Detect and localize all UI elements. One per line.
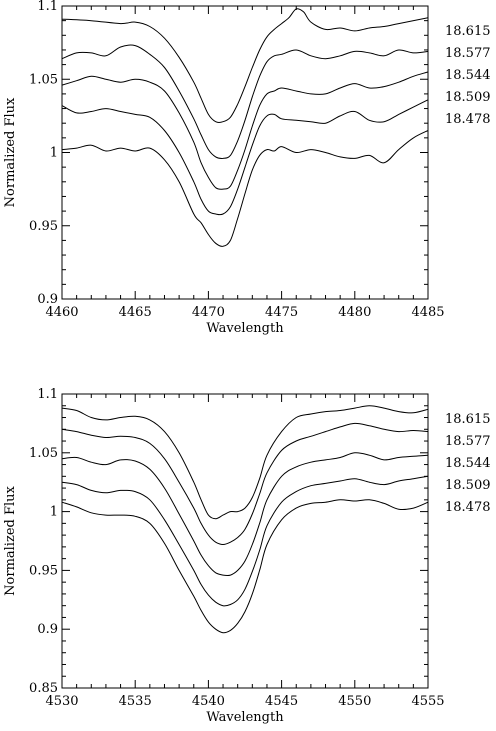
spectrum-line-18-544 bbox=[61, 71, 429, 190]
x-tick-label: 4480 bbox=[338, 305, 371, 320]
y-tick-label: 1.05 bbox=[29, 72, 58, 87]
series-label: 18.478 bbox=[445, 500, 491, 515]
spectrum-line-18-478 bbox=[61, 130, 429, 247]
spectrum-line-18-544 bbox=[61, 452, 429, 577]
series-label: 18.577 bbox=[445, 46, 491, 61]
x-axis-title: Wavelength bbox=[206, 710, 284, 725]
spectrum-line-18-615 bbox=[61, 405, 429, 520]
y-tick-label: 1.1 bbox=[37, 0, 58, 14]
y-tick-label: 1 bbox=[50, 146, 58, 161]
y-tick-label: 0.85 bbox=[29, 681, 58, 696]
x-tick-label: 4550 bbox=[338, 694, 371, 709]
series-label: 18.615 bbox=[445, 412, 491, 427]
x-tick-label: 4470 bbox=[192, 305, 225, 320]
y-tick-label: 0.9 bbox=[37, 622, 58, 637]
spectrum-line-18-577 bbox=[61, 44, 429, 159]
series-label: 18.509 bbox=[445, 478, 491, 493]
y-axis-title: Normalized Flux bbox=[3, 485, 18, 595]
x-tick-label: 4555 bbox=[411, 694, 444, 709]
spectrum-line-18-577 bbox=[61, 422, 429, 545]
y-tick-label: 1 bbox=[50, 505, 58, 520]
x-tick-label: 4530 bbox=[45, 694, 78, 709]
y-tick-label: 1.1 bbox=[37, 387, 58, 402]
bottom-spectrum-panel: 4530 4535 4540 4545 4550 4555 0.85 0.9 0.95 1 1.05… bbox=[3, 387, 491, 725]
y-tick-label: 0.95 bbox=[29, 563, 58, 578]
plot-frame bbox=[61, 393, 429, 689]
series-label: 18.478 bbox=[445, 112, 491, 127]
spectrum-line-18-615 bbox=[61, 8, 429, 123]
spectrum-line-18-478 bbox=[61, 499, 429, 634]
y-axis-title: Normalized Flux bbox=[3, 97, 18, 207]
x-tick-label: 4540 bbox=[192, 694, 225, 709]
series-label: 18.615 bbox=[445, 24, 491, 39]
spectrum-line-18-509 bbox=[61, 99, 429, 216]
x-tick-label: 4465 bbox=[119, 305, 152, 320]
series-label: 18.509 bbox=[445, 90, 491, 105]
x-tick-label: 4475 bbox=[265, 305, 298, 320]
y-tick-label: 1.05 bbox=[29, 446, 58, 461]
series-label: 18.577 bbox=[445, 434, 491, 449]
x-tick-label: 4545 bbox=[265, 694, 298, 709]
x-tick-label: 4535 bbox=[119, 694, 152, 709]
series-label: 18.544 bbox=[445, 68, 491, 83]
x-axis-title: Wavelength bbox=[206, 321, 284, 336]
plot-frame bbox=[61, 5, 429, 300]
series-label: 18.544 bbox=[445, 456, 491, 471]
y-tick-label: 0.95 bbox=[29, 219, 58, 234]
y-tick-label: 0.9 bbox=[37, 292, 58, 307]
top-spectrum-panel: 4460 4465 4470 4475 4480 4485 0.9 0.95 1 1.05 1.1 W… bbox=[3, 0, 491, 336]
x-tick-label: 4460 bbox=[45, 305, 78, 320]
spectrum-line-18-509 bbox=[61, 475, 429, 607]
x-tick-label: 4485 bbox=[411, 305, 444, 320]
